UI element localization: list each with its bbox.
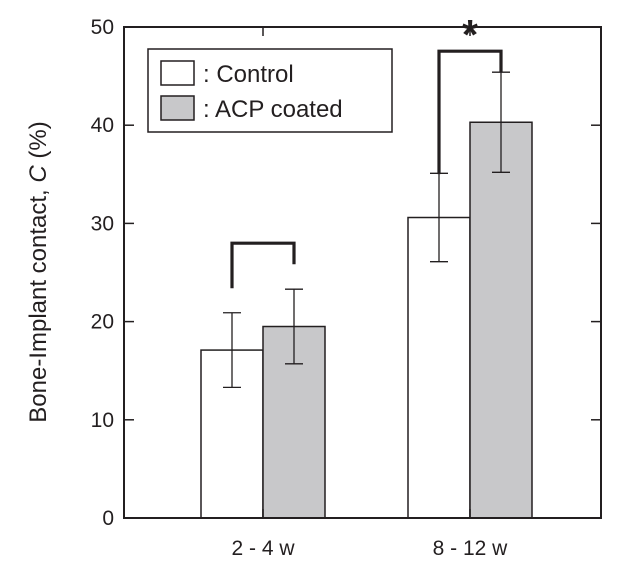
x-axis-ticks: 2 - 4 w 8 - 12 w bbox=[231, 27, 508, 560]
y-tick-label-30: 30 bbox=[91, 212, 114, 235]
y-axis-ticks: 0 10 20 30 40 50 bbox=[91, 16, 601, 530]
legend-swatch-control bbox=[160, 60, 195, 86]
y-tick-label-0: 0 bbox=[102, 507, 114, 530]
error-bars-layer bbox=[223, 71, 510, 389]
y-tick-label-20: 20 bbox=[91, 311, 114, 334]
legend: : Control : ACP coated bbox=[147, 48, 393, 133]
legend-label-acp-coated: : ACP coated bbox=[203, 96, 343, 123]
plot-frame bbox=[123, 26, 602, 519]
y-tick-label-40: 40 bbox=[91, 114, 114, 137]
significance-bracket-8-12-w bbox=[437, 49, 503, 175]
bars-layer bbox=[200, 121, 533, 519]
bar-control-8-12-w bbox=[407, 216, 471, 519]
y-axis-title-variable: C bbox=[25, 165, 52, 183]
y-axis-title-unit: (%) bbox=[25, 121, 52, 165]
significance-bracket-2-4-w bbox=[230, 241, 296, 289]
y-axis-title-prefix: Bone-Implant contact, bbox=[25, 183, 52, 423]
y-tick-label-10: 10 bbox=[91, 409, 114, 432]
legend-swatch-acp-coated bbox=[160, 95, 195, 121]
bar-acp-coated-8-12-w bbox=[469, 121, 533, 519]
x-tick-label-8-12-w: 8 - 12 w bbox=[433, 537, 509, 560]
x-tick-label-2-4-w: 2 - 4 w bbox=[231, 537, 295, 560]
y-tick-label-50: 50 bbox=[91, 16, 114, 39]
legend-label-control: : Control bbox=[203, 61, 294, 88]
y-axis-title: Bone-Implant contact, C (%) bbox=[25, 121, 52, 422]
